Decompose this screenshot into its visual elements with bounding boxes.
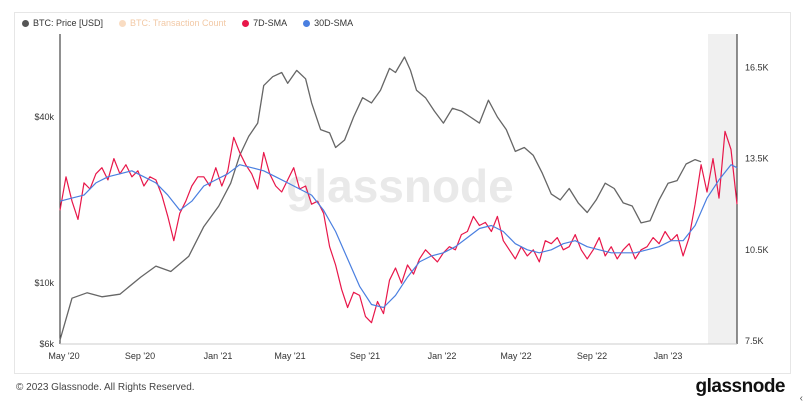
x-tick-label: Sep '20 xyxy=(125,351,155,361)
price-series-line xyxy=(59,56,702,341)
x-tick-label: Sep '21 xyxy=(350,351,380,361)
legend-dot-transaction-count xyxy=(119,19,127,27)
x-tick-label: May '22 xyxy=(500,351,531,361)
legend-item-transaction-count[interactable]: BTC: Transaction Count xyxy=(119,18,226,28)
y-right-tick-label: 7.5K xyxy=(745,336,764,346)
legend-dot-7d-sma xyxy=(242,19,250,27)
y-left-tick-label: $6k xyxy=(39,339,54,349)
footer-copyright: © 2023 Glassnode. All Rights Reserved. xyxy=(16,382,195,393)
legend-label-transaction-count: BTC: Transaction Count xyxy=(130,18,227,28)
footer-logo: glassnode xyxy=(695,376,786,397)
corner-arrow-icon[interactable]: ‹ xyxy=(799,393,803,404)
legend-item-30d-sma[interactable]: 30D-SMA xyxy=(303,18,353,28)
legend-dot-30d-sma xyxy=(303,19,311,27)
y-right-tick-label: 13.5K xyxy=(745,154,769,164)
legend-dot-price xyxy=(22,19,29,27)
watermark: glassnode xyxy=(286,160,514,212)
y-left-tick-label: $40k xyxy=(34,112,54,122)
x-tick-label: May '21 xyxy=(274,351,305,361)
legend: BTC: Price [USD] BTC: Transaction Count … xyxy=(22,18,353,28)
chart-frame xyxy=(14,12,791,374)
x-tick-label: Jan '23 xyxy=(654,351,683,361)
y-right-tick-label: 16.5K xyxy=(745,62,769,72)
7d-sma-series-line xyxy=(59,130,738,324)
x-tick-label: Sep '22 xyxy=(577,351,607,361)
x-tick-label: Jan '21 xyxy=(204,351,233,361)
x-tick-label: Jan '22 xyxy=(428,351,457,361)
legend-label-7d-sma: 7D-SMA xyxy=(253,18,288,28)
legend-label-price: BTC: Price [USD] xyxy=(33,18,104,28)
legend-item-price[interactable]: BTC: Price [USD] xyxy=(22,18,103,28)
legend-item-7d-sma[interactable]: 7D-SMA xyxy=(242,18,287,28)
y-left-tick-label: $10k xyxy=(34,278,54,288)
30d-sma-series-line xyxy=(59,164,738,309)
x-tick-label: May '20 xyxy=(48,351,79,361)
y-right-tick-label: 10.5K xyxy=(745,245,769,255)
legend-label-30d-sma: 30D-SMA xyxy=(314,18,354,28)
